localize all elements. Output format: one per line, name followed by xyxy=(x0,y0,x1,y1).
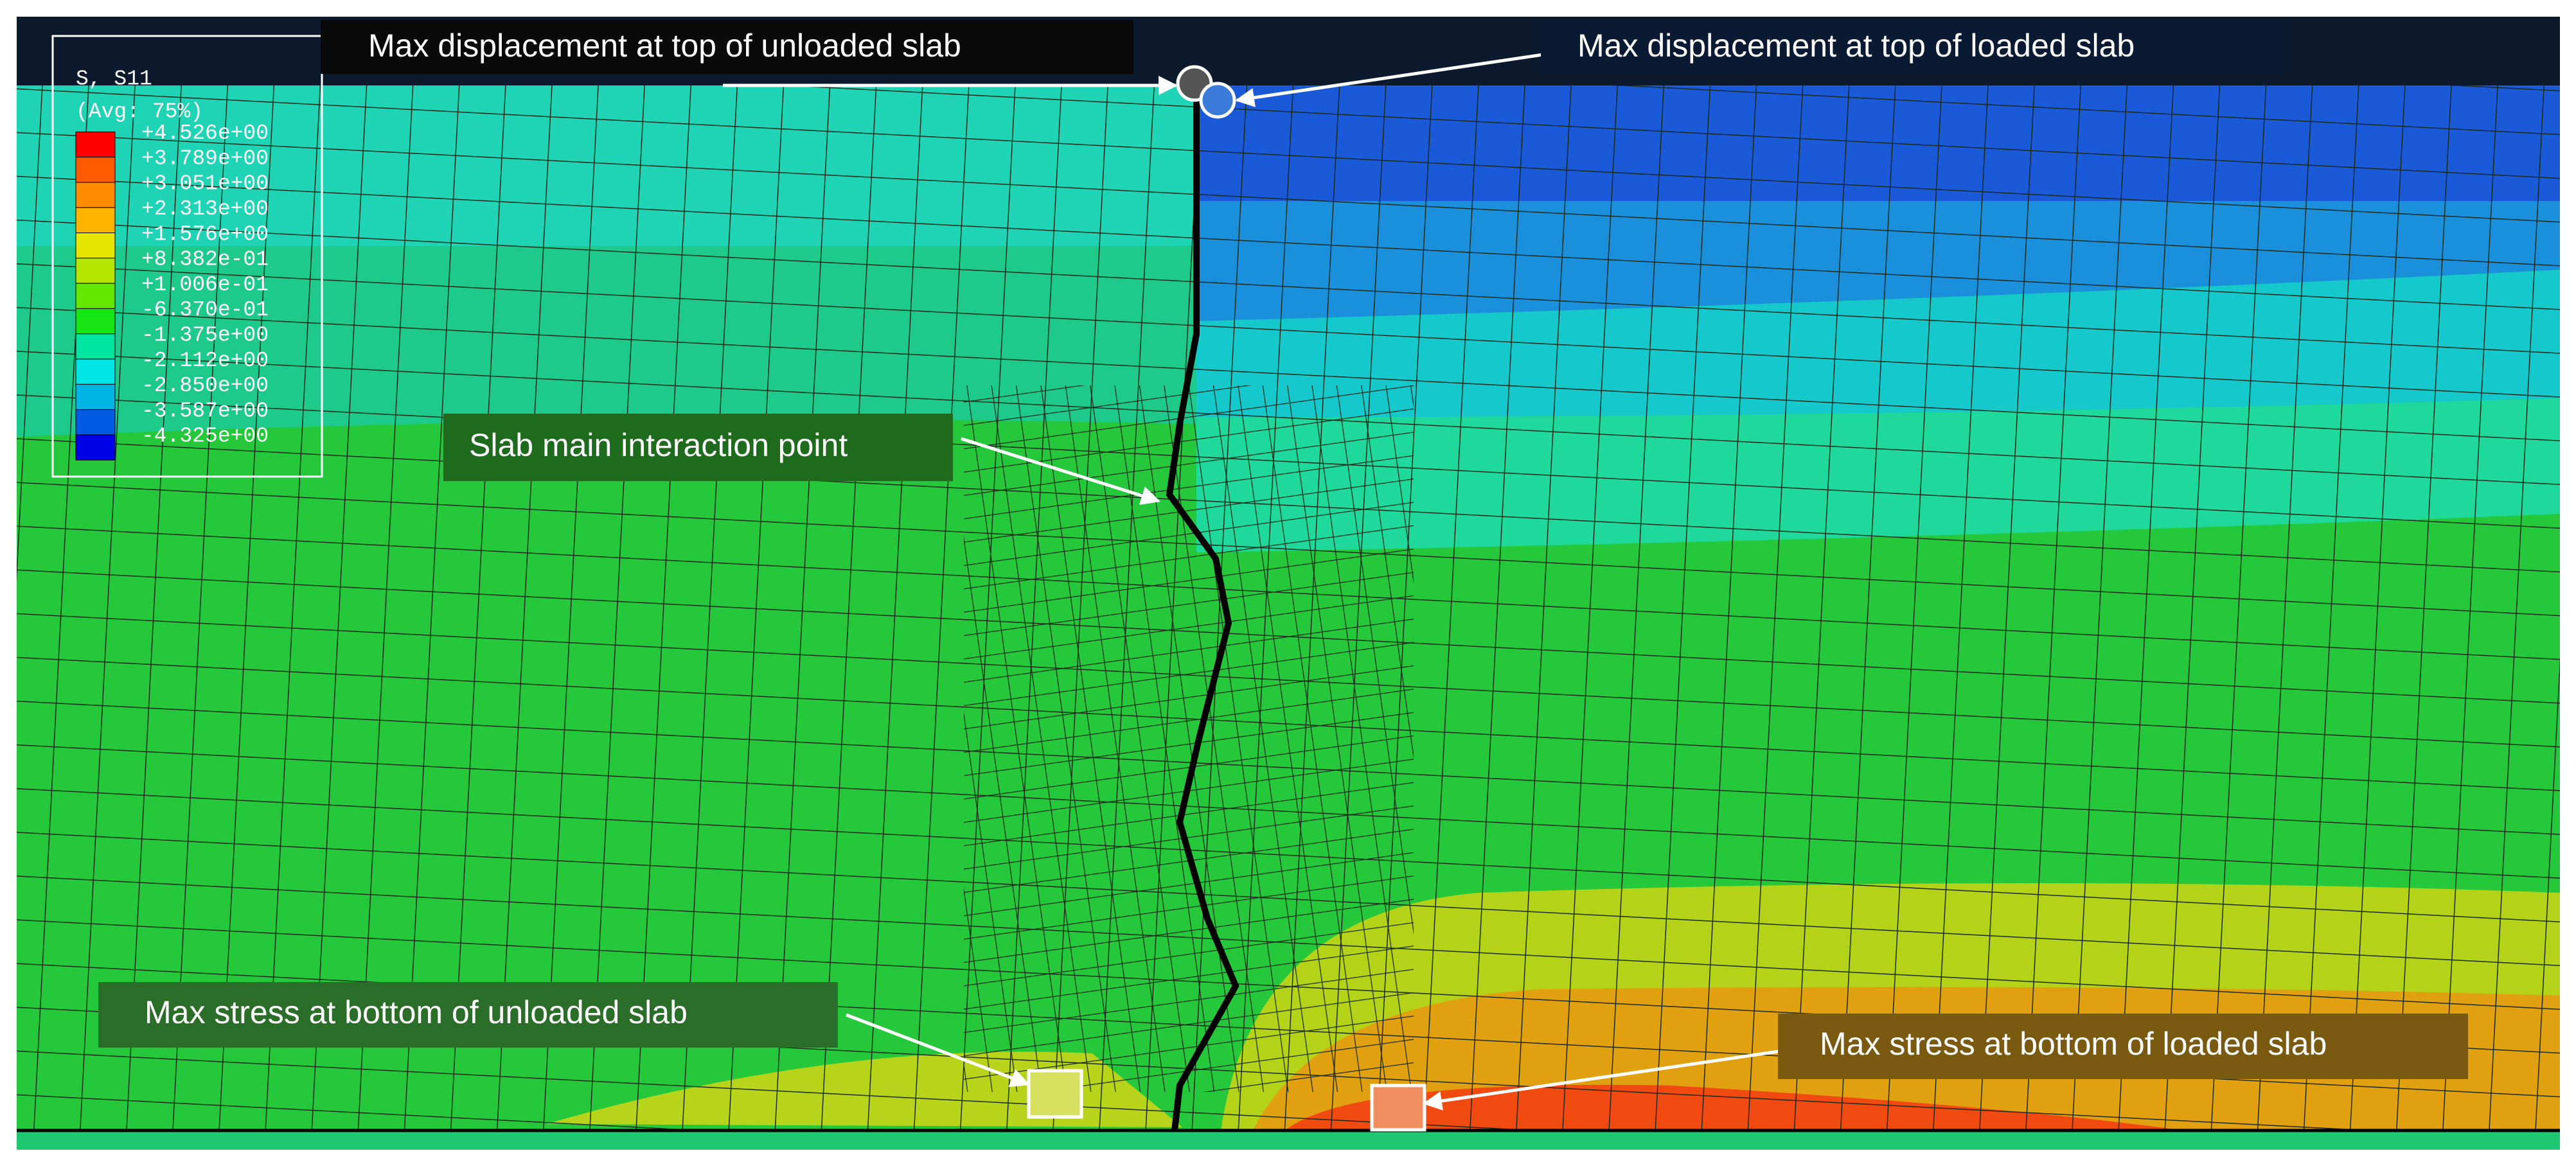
legend-swatch xyxy=(75,131,116,158)
legend-label: +8.382e-01 xyxy=(141,248,269,272)
legend-label: +4.526e+00 xyxy=(141,121,269,145)
legend-swatch xyxy=(75,333,116,360)
annotation: Max stress at bottom of unloaded slab xyxy=(145,994,688,1030)
legend-label: +1.576e+00 xyxy=(141,222,269,246)
legend-label: +3.051e+00 xyxy=(141,172,269,196)
legend: S, S11 (Avg: 75%) +4.526e+00+3.789e+00+3… xyxy=(51,35,323,478)
legend-swatch xyxy=(75,358,116,385)
legend-swatch xyxy=(75,409,116,435)
legend-label: -6.370e-01 xyxy=(141,298,269,322)
annotation: Max stress at bottom of loaded slab xyxy=(1820,1026,2327,1062)
legend-label: +1.006e-01 xyxy=(141,273,269,297)
legend-label: -3.587e+00 xyxy=(141,399,269,423)
legend-swatch xyxy=(75,182,116,208)
annotation: Max displacement at top of unloaded slab xyxy=(368,28,961,64)
legend-label: +2.313e+00 xyxy=(141,197,269,221)
legend-title: S, S11 xyxy=(76,67,152,91)
legend-label: +3.789e+00 xyxy=(141,146,269,170)
annotations: Max displacement at top of unloaded slab… xyxy=(98,20,2468,1079)
annotation: Max displacement at top of loaded slab xyxy=(1577,28,2135,64)
model xyxy=(17,17,2560,1150)
legend-swatch xyxy=(75,258,116,284)
legend-label: -2.850e+00 xyxy=(141,374,269,398)
legend-swatch xyxy=(75,434,116,461)
legend-swatch xyxy=(75,157,116,183)
legend-label: -4.325e+00 xyxy=(141,425,269,448)
legend-label: -1.375e+00 xyxy=(141,323,269,347)
legend-swatch xyxy=(75,308,116,335)
legend-label: -2.112e+00 xyxy=(141,349,269,373)
legend-swatch xyxy=(75,233,116,259)
legend-swatch xyxy=(75,283,116,309)
annotation: Slab main interaction point xyxy=(469,427,848,463)
legend-swatch xyxy=(75,207,116,234)
legend-subtitle: (Avg: 75%) xyxy=(76,100,203,124)
legend-swatch xyxy=(75,383,116,410)
markers xyxy=(723,48,1783,1132)
